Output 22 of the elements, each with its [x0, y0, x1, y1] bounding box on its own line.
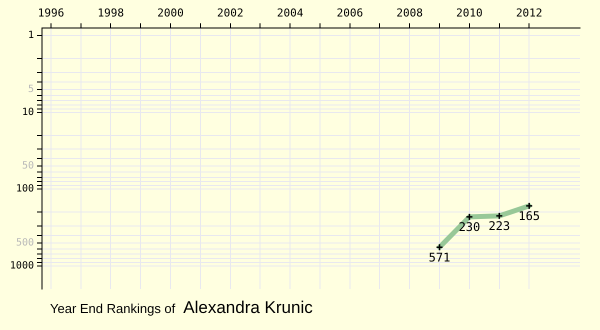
- y-tick-label: 10: [22, 106, 34, 118]
- x-tick-label: 2012: [516, 6, 542, 20]
- x-tick-label: 1998: [97, 6, 124, 20]
- text: Year End Rankings of: [50, 301, 176, 316]
- data-label: 230: [458, 220, 480, 234]
- x-tick-label: 2006: [336, 6, 364, 20]
- x-tick-label: 2002: [217, 6, 244, 20]
- y-tick-label: 1: [28, 30, 34, 42]
- x-tick-label: 2010: [456, 6, 483, 20]
- text: Alexandra Krunic: [183, 298, 313, 317]
- y-tick-label: 5: [28, 84, 34, 95]
- x-tick-label: 2004: [276, 6, 304, 20]
- data-label: 165: [518, 208, 540, 223]
- y-tick-label: 100: [16, 184, 34, 195]
- x-tick-label: 2008: [396, 6, 423, 20]
- data-label: 223: [488, 219, 510, 233]
- x-tick-label: 1996: [38, 6, 64, 20]
- y-tick-label: 50: [22, 160, 34, 172]
- data-label: 571: [428, 250, 450, 264]
- y-tick-label: 1000: [10, 260, 34, 272]
- y-tick-label: 500: [16, 237, 34, 248]
- x-tick-label: 2000: [157, 6, 184, 20]
